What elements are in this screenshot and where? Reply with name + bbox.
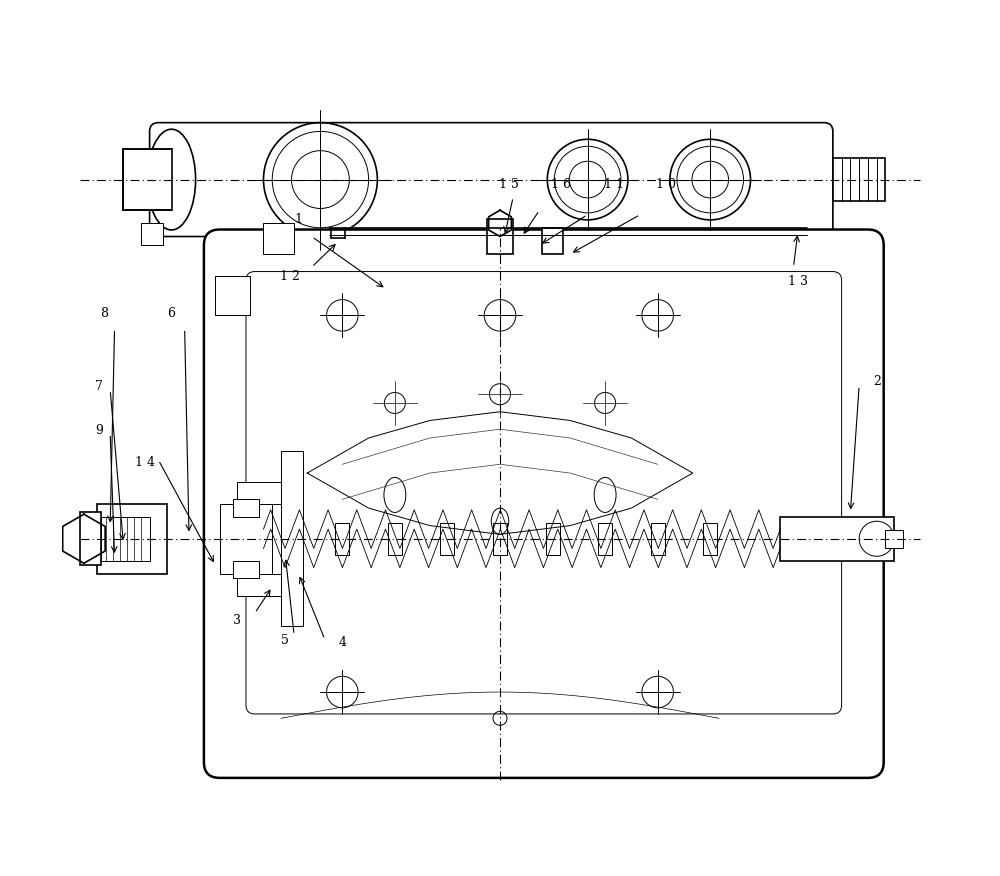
Bar [237,574,281,596]
Bar [281,451,303,626]
Bar [388,523,402,555]
Text: 8: 8 [100,307,108,320]
Bar [833,158,885,201]
Bar [80,512,101,565]
Bar [334,236,342,241]
Text: 5: 5 [281,634,289,646]
Text: 6: 6 [168,307,176,320]
Text: 7: 7 [95,380,103,392]
FancyBboxPatch shape [204,230,884,778]
Bar [233,499,259,517]
Bar [493,523,507,555]
Text: 1 4: 1 4 [135,456,155,469]
FancyBboxPatch shape [150,123,833,237]
Text: 3: 3 [233,614,241,626]
Bar [237,482,281,504]
Text: 9: 9 [95,424,103,436]
Bar [487,219,513,254]
Bar [233,561,259,578]
Bar [263,223,294,254]
Bar [335,523,349,555]
Bar [220,504,272,574]
Bar [651,523,665,555]
Text: 1: 1 [295,214,303,226]
Bar [885,530,903,548]
Bar [598,523,612,555]
Bar [780,517,894,561]
Bar [215,276,250,315]
Bar [97,504,167,574]
Text: 1 3: 1 3 [788,275,808,287]
Text: 1 6: 1 6 [551,179,571,191]
Bar [440,523,454,555]
Text: 2: 2 [873,376,881,388]
Bar [542,228,563,254]
Bar [123,149,172,210]
Bar [546,523,560,555]
Text: 1 2: 1 2 [280,271,300,283]
Text: 1 0: 1 0 [656,179,676,191]
Bar [101,517,150,561]
Bar [141,223,163,245]
Text: 1 1: 1 1 [604,179,624,191]
Text: 1 5: 1 5 [499,179,519,191]
Text: 4: 4 [338,637,346,649]
Bar [283,523,297,555]
Bar [703,523,717,555]
